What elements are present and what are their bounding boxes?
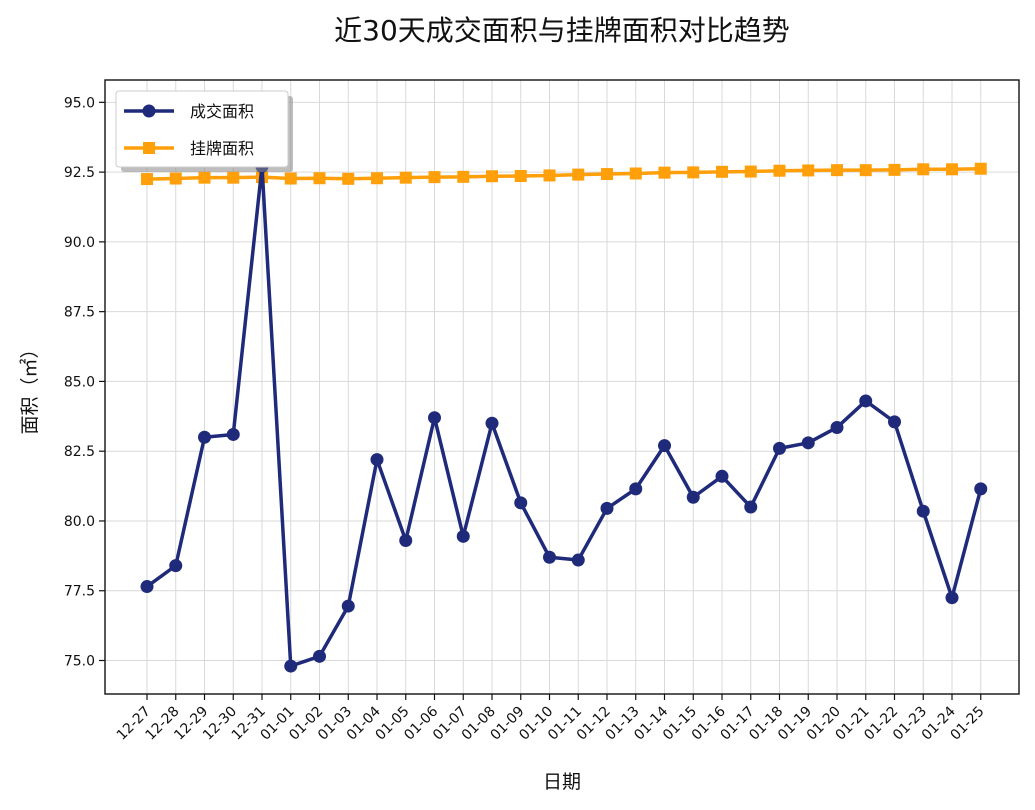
listing-area-point xyxy=(428,171,441,184)
deal-area-point xyxy=(974,482,988,496)
deal-area-point xyxy=(428,411,441,425)
deal-area-point xyxy=(370,453,384,467)
deal-area-point xyxy=(543,550,556,564)
legend-marker-deal-area xyxy=(142,104,156,118)
y-tick-label: 75.0 xyxy=(64,654,95,670)
listing-area-point xyxy=(687,166,700,179)
y-tick-label: 85.0 xyxy=(64,374,95,390)
deal-area-point xyxy=(629,482,643,496)
y-tick-label: 87.5 xyxy=(64,305,95,321)
y-tick-label: 95.0 xyxy=(64,95,95,111)
deal-area-point xyxy=(658,439,671,453)
listing-area-point xyxy=(831,164,843,177)
deal-area-point xyxy=(485,416,499,430)
y-axis: 75.0 77.5 80.0 82.5 85.0 87.5 90.0 92.5 95.0 xyxy=(64,95,105,670)
listing-area-point xyxy=(284,172,297,185)
deal-area-point xyxy=(600,501,614,515)
deal-area-point xyxy=(945,591,959,605)
deal-area-point xyxy=(514,496,528,510)
listing-area-point xyxy=(716,165,728,178)
deal-area-point xyxy=(830,420,844,434)
deal-area-point xyxy=(744,500,758,514)
listing-area-point xyxy=(802,164,815,177)
listing-area-point xyxy=(744,165,757,178)
y-tick-label: 82.5 xyxy=(64,444,95,460)
y-tick-label: 92.5 xyxy=(64,165,95,181)
deal-area-point xyxy=(226,427,240,441)
deal-area-point xyxy=(313,649,326,663)
listing-area-point xyxy=(198,171,211,184)
deal-area-point xyxy=(715,469,729,483)
listing-area-point xyxy=(974,162,987,175)
y-tick-label: 90.0 xyxy=(64,235,95,251)
listing-area-point xyxy=(946,163,958,176)
listing-area-point xyxy=(313,172,326,185)
y-tick-label: 77.5 xyxy=(64,584,95,600)
legend: 成交面积 挂牌面积 xyxy=(115,90,293,172)
listing-area-point xyxy=(371,172,383,185)
listing-area-point xyxy=(629,167,642,180)
listing-area-point xyxy=(917,163,930,176)
listing-area-point xyxy=(773,164,786,177)
deal-area-point xyxy=(888,415,901,429)
plot-frame xyxy=(104,79,1020,695)
listing-area-point xyxy=(658,166,671,179)
deal-area-point xyxy=(341,599,355,613)
y-tick-label: 80.0 xyxy=(64,514,95,530)
deal-area-point xyxy=(916,504,930,518)
deal-area-point xyxy=(169,559,183,573)
deal-area-point xyxy=(140,580,154,594)
deal-area-point xyxy=(801,436,815,450)
listing-area-point xyxy=(859,164,872,177)
legend-label-deal-area: 成交面积 xyxy=(190,102,254,121)
listing-area-point xyxy=(514,170,527,183)
chart-title: 近30天成交面积与挂牌面积对比趋势 xyxy=(334,14,790,47)
listing-area-point xyxy=(141,173,153,186)
listing-area-point xyxy=(543,169,556,182)
deal-area-point xyxy=(456,529,470,543)
listing-area-point xyxy=(457,170,470,183)
deal-area-point xyxy=(686,490,700,504)
listing-area-point xyxy=(601,168,613,181)
series-line-deal-area xyxy=(145,164,983,668)
x-axis-label: 日期 xyxy=(543,771,581,793)
listing-area-point xyxy=(342,172,355,185)
listing-area-point xyxy=(486,170,498,183)
series-layer xyxy=(140,160,988,673)
deal-area-point xyxy=(773,441,786,455)
legend-marker-listing-area xyxy=(143,142,155,154)
listing-area-point xyxy=(572,168,585,181)
deal-area-point xyxy=(859,394,873,408)
listing-area-point xyxy=(888,163,901,176)
deal-area-point xyxy=(284,659,298,673)
deal-area-point xyxy=(571,553,585,567)
y-axis-label: 面积（㎡） xyxy=(18,339,41,434)
deal-area-point xyxy=(198,430,211,444)
listing-area-point xyxy=(169,172,182,185)
listing-area-point xyxy=(227,171,240,184)
legend-label-listing-area: 挂牌面积 xyxy=(190,139,254,158)
listing-area-point xyxy=(399,171,412,184)
deal-area-point xyxy=(399,534,413,547)
